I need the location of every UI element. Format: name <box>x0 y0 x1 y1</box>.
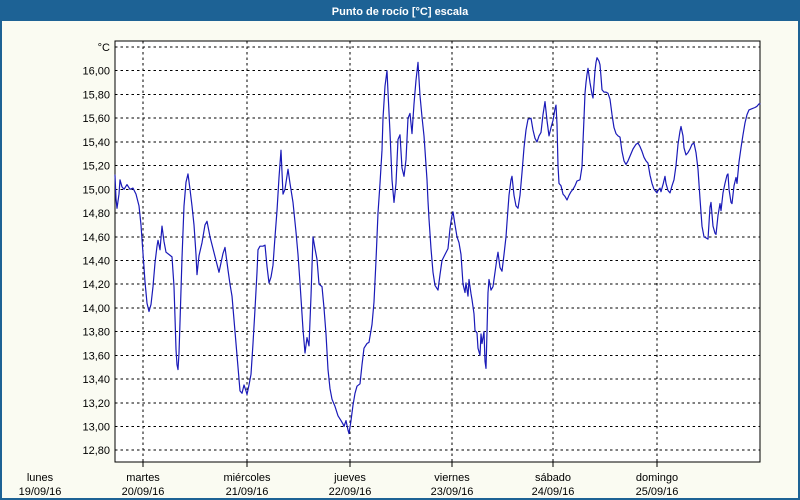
y-axis-label: 13,60 <box>82 350 110 362</box>
y-axis-label: 14,60 <box>82 232 110 244</box>
y-axis-label: 15,40 <box>82 137 110 149</box>
x-axis-weekday-label: domingo <box>636 472 678 484</box>
y-axis-unit-label: °C <box>98 42 110 54</box>
x-axis-weekday-label: miércoles <box>223 472 271 484</box>
y-axis-label: 13,00 <box>82 422 110 434</box>
x-axis-date-label: 20/09/16 <box>122 486 165 498</box>
x-axis-weekday-label: lunes <box>27 472 54 484</box>
x-axis-weekday-label: viernes <box>434 472 470 484</box>
y-axis-label: 13,20 <box>82 398 110 410</box>
x-axis-weekday-label: martes <box>126 472 160 484</box>
title-bar: Punto de rocío [°C] escala <box>2 2 798 21</box>
x-axis-date-label: 23/09/16 <box>431 486 474 498</box>
plot-border <box>114 40 761 463</box>
y-axis-label: 15,60 <box>82 113 110 125</box>
x-axis-date-label: 21/09/16 <box>226 486 269 498</box>
y-axis-label: 15,80 <box>82 89 110 101</box>
y-axis-label: 13,40 <box>82 374 110 386</box>
x-axis-weekday-label: sábado <box>535 472 571 484</box>
y-axis-label: 14,80 <box>82 208 110 220</box>
dewpoint-line-series <box>114 57 761 435</box>
x-axis-weekday-label: jueves <box>333 472 366 484</box>
y-axis-label: 14,00 <box>82 303 110 315</box>
y-axis-label: 15,20 <box>82 161 110 173</box>
plot-area <box>115 41 760 462</box>
x-axis-date-label: 19/09/16 <box>19 486 62 498</box>
window-title: Punto de rocío [°C] escala <box>331 5 469 18</box>
x-axis-date-label: 25/09/16 <box>636 486 679 498</box>
x-axis-date-label: 22/09/16 <box>329 486 372 498</box>
y-axis-label: 15,00 <box>82 184 110 196</box>
y-axis-label: 12,80 <box>82 445 110 457</box>
y-axis-label: 14,40 <box>82 255 110 267</box>
y-axis-label: 14,20 <box>82 279 110 291</box>
y-axis-label: 13,80 <box>82 327 110 339</box>
y-axis-label: 16,00 <box>82 66 110 78</box>
x-axis-date-label: 24/09/16 <box>532 486 575 498</box>
